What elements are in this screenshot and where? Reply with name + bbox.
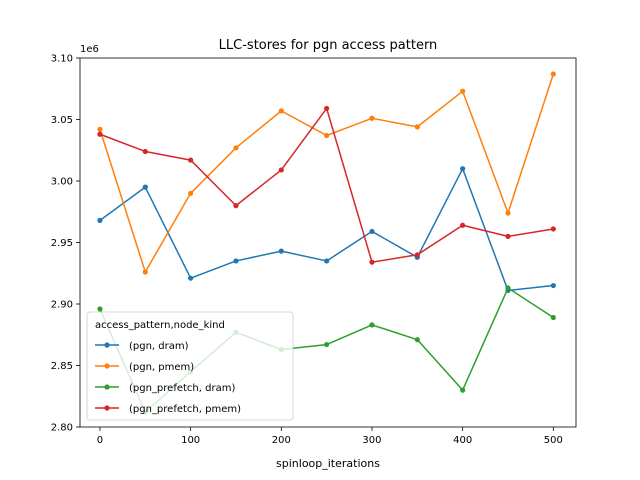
series-0	[97, 166, 556, 294]
data-point	[550, 282, 556, 289]
data-point	[414, 252, 420, 258]
data-point	[233, 145, 239, 151]
x-axis-label: spinloop_iterations	[276, 457, 380, 470]
data-point	[414, 124, 420, 130]
x-tick-label: 0	[97, 435, 103, 446]
data-point	[142, 269, 148, 275]
data-point	[188, 190, 194, 196]
y-tick-label: 3.00	[51, 177, 73, 188]
x-tick-label: 300	[362, 435, 381, 446]
data-point	[278, 108, 284, 114]
data-point	[233, 203, 239, 209]
data-point	[505, 233, 511, 239]
data-point	[142, 184, 148, 190]
data-point	[142, 148, 148, 155]
data-point	[460, 166, 466, 172]
series-line	[99, 167, 554, 292]
data-point	[324, 132, 330, 139]
data-point	[324, 258, 330, 264]
legend-entry-label: (pgn_prefetch, dram)	[129, 383, 235, 394]
y-tick-label: 3.05	[51, 115, 73, 126]
legend-box	[86, 311, 294, 421]
legend-entry-label: (pgn_prefetch, pmem)	[129, 404, 241, 415]
series-3	[97, 105, 556, 265]
legend-entry-label: (pgn, pmem)	[129, 362, 194, 373]
data-point	[414, 337, 420, 343]
legend-entry-label: (pgn, dram)	[129, 341, 189, 352]
legend-title: access_pattern,node_kind	[95, 320, 225, 331]
data-point	[97, 306, 103, 312]
y-multiplier-label: 1e6	[80, 44, 99, 55]
data-point	[324, 341, 330, 348]
legend-swatch-marker	[104, 342, 110, 348]
y-tick-label: 2.95	[51, 238, 73, 249]
y-tick-label: 2.90	[51, 300, 73, 311]
data-point	[369, 322, 375, 328]
series-line	[99, 107, 554, 263]
data-point	[188, 157, 194, 163]
x-tick-label: 500	[544, 435, 563, 446]
x-tick-label: 200	[272, 435, 291, 446]
series-line	[99, 73, 555, 273]
data-point	[278, 248, 284, 254]
data-point	[369, 259, 375, 265]
data-point	[460, 387, 466, 393]
data-point	[324, 105, 330, 112]
x-tick-label: 400	[453, 435, 472, 446]
chart-title: LLC-stores for pgn access pattern	[219, 38, 438, 53]
data-point	[233, 258, 239, 264]
series-1	[97, 71, 556, 275]
data-point	[550, 314, 556, 321]
y-tick-label: 3.10	[51, 54, 73, 65]
legend-swatch-marker	[104, 363, 110, 369]
data-point	[550, 71, 556, 77]
data-point	[278, 167, 284, 173]
legend-swatch-marker	[104, 405, 110, 411]
data-point	[550, 226, 556, 232]
y-tick-label: 2.85	[51, 361, 73, 372]
data-point	[369, 115, 375, 121]
x-tick-label: 100	[181, 435, 200, 446]
data-point	[188, 275, 194, 281]
data-point	[460, 88, 466, 94]
data-point	[97, 217, 103, 223]
legend-swatch-marker	[104, 384, 110, 390]
data-point	[460, 222, 466, 228]
data-point	[97, 131, 103, 137]
data-point	[505, 285, 511, 291]
data-point	[505, 210, 511, 216]
data-point	[97, 126, 103, 132]
y-tick-label: 2.80	[51, 423, 73, 434]
data-point	[369, 228, 375, 235]
